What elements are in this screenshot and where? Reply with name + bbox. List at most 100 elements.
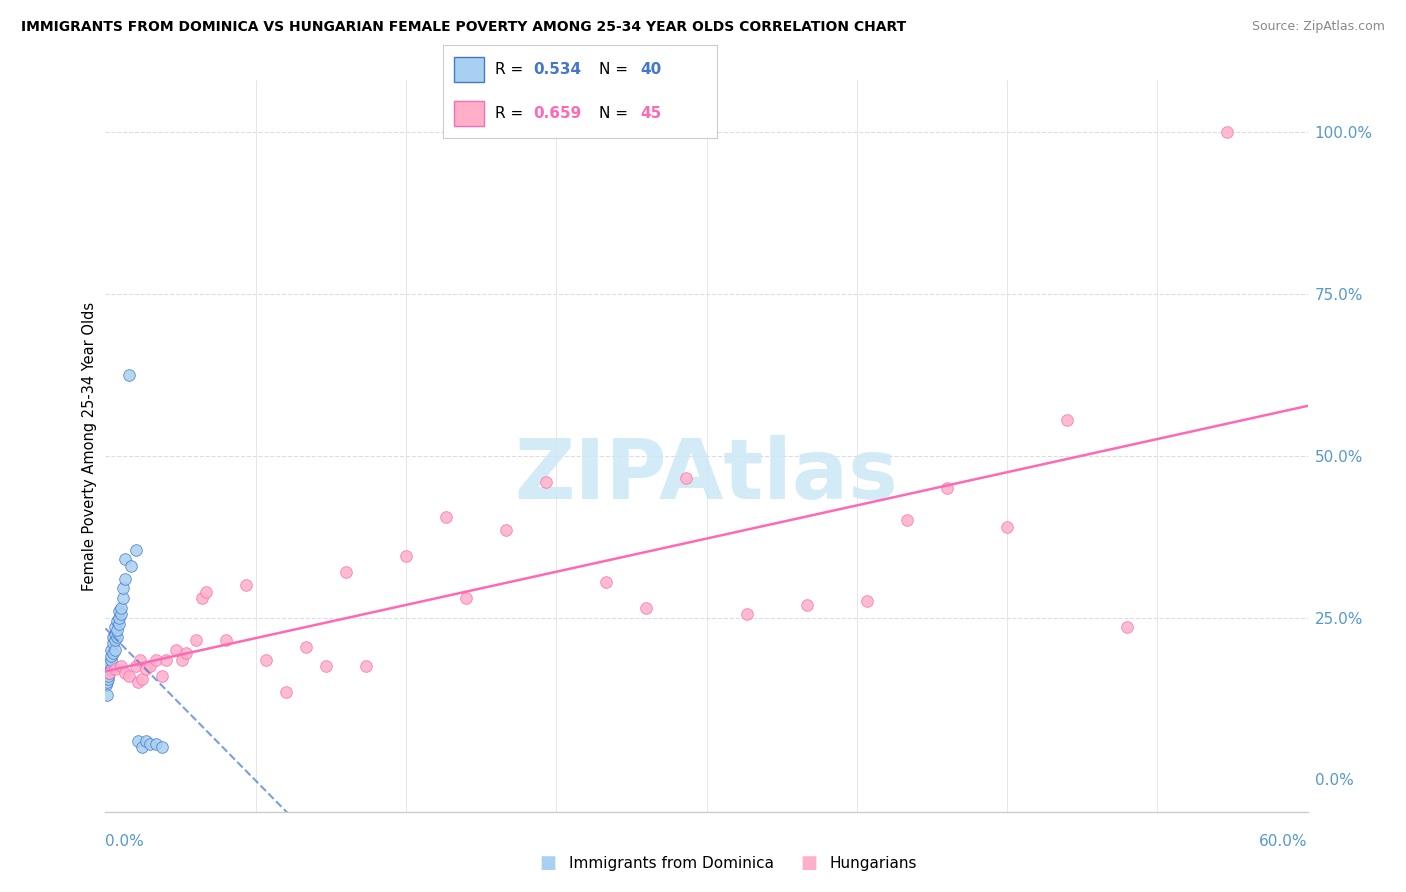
- Point: [104, 662, 127, 676]
- Point: [145, 652, 167, 666]
- Text: 0.0%: 0.0%: [105, 834, 145, 848]
- Point: [495, 523, 517, 537]
- Text: 60.0%: 60.0%: [1260, 834, 1308, 848]
- Point: [855, 594, 877, 608]
- Point: [103, 636, 125, 650]
- Point: [1116, 620, 1139, 634]
- Point: [104, 620, 127, 634]
- Point: [150, 739, 173, 754]
- Text: 40: 40: [640, 62, 662, 77]
- Point: [896, 513, 918, 527]
- Point: [354, 659, 377, 673]
- Point: [174, 646, 197, 660]
- Point: [118, 669, 141, 683]
- Point: [96, 688, 118, 702]
- Point: [127, 733, 149, 747]
- Point: [96, 675, 118, 690]
- Point: [100, 662, 122, 676]
- Point: [100, 649, 122, 664]
- Point: [295, 640, 318, 654]
- Point: [98, 665, 121, 680]
- Point: [104, 633, 127, 648]
- Point: [274, 685, 297, 699]
- Point: [118, 368, 141, 382]
- Point: [1056, 413, 1078, 427]
- Point: [107, 624, 129, 638]
- Text: 45: 45: [640, 106, 662, 121]
- Point: [254, 652, 277, 666]
- Point: [108, 604, 131, 618]
- Point: [98, 659, 121, 673]
- Point: [190, 591, 212, 606]
- Point: [165, 643, 187, 657]
- Point: [194, 584, 217, 599]
- Text: Hungarians: Hungarians: [830, 856, 917, 871]
- Point: [1216, 125, 1239, 139]
- Point: [114, 552, 136, 566]
- Point: [103, 646, 125, 660]
- Point: [675, 471, 697, 485]
- Point: [104, 643, 127, 657]
- Text: 0.534: 0.534: [533, 62, 582, 77]
- Point: [114, 665, 136, 680]
- Point: [108, 610, 131, 624]
- Point: [128, 652, 150, 666]
- Bar: [454, 101, 484, 126]
- Point: [108, 617, 131, 632]
- Point: [138, 737, 160, 751]
- Point: [135, 662, 157, 676]
- Point: [315, 659, 337, 673]
- Point: [107, 630, 129, 644]
- Point: [534, 475, 557, 489]
- Point: [155, 652, 177, 666]
- Bar: [454, 57, 484, 82]
- Point: [636, 600, 658, 615]
- Point: [110, 607, 132, 622]
- Text: N =: N =: [599, 62, 633, 77]
- Text: N =: N =: [599, 106, 633, 121]
- Point: [112, 582, 135, 596]
- Point: [100, 643, 122, 657]
- Point: [127, 675, 149, 690]
- Point: [145, 737, 167, 751]
- Point: [434, 510, 457, 524]
- Point: [235, 578, 257, 592]
- Text: Immigrants from Dominica: Immigrants from Dominica: [569, 856, 775, 871]
- Point: [110, 659, 132, 673]
- Point: [114, 572, 136, 586]
- Point: [595, 574, 617, 589]
- Point: [735, 607, 758, 622]
- Point: [454, 591, 477, 606]
- Point: [995, 520, 1018, 534]
- Point: [112, 591, 135, 606]
- Text: Source: ZipAtlas.com: Source: ZipAtlas.com: [1251, 20, 1385, 33]
- Point: [124, 659, 146, 673]
- Text: 0.659: 0.659: [533, 106, 582, 121]
- Point: [131, 739, 153, 754]
- Point: [103, 630, 125, 644]
- Point: [100, 652, 122, 666]
- Point: [107, 614, 129, 628]
- Text: IMMIGRANTS FROM DOMINICA VS HUNGARIAN FEMALE POVERTY AMONG 25-34 YEAR OLDS CORRE: IMMIGRANTS FROM DOMINICA VS HUNGARIAN FE…: [21, 20, 907, 34]
- Point: [98, 656, 121, 670]
- Point: [395, 549, 418, 563]
- Y-axis label: Female Poverty Among 25-34 Year Olds: Female Poverty Among 25-34 Year Olds: [82, 301, 97, 591]
- Point: [104, 626, 127, 640]
- Point: [121, 558, 143, 573]
- Point: [214, 633, 236, 648]
- Point: [170, 652, 193, 666]
- Point: [184, 633, 207, 648]
- Point: [124, 542, 146, 557]
- Point: [97, 669, 120, 683]
- Point: [97, 672, 120, 686]
- Point: [98, 665, 121, 680]
- Text: R =: R =: [495, 106, 529, 121]
- Point: [150, 669, 173, 683]
- Point: [936, 481, 959, 495]
- Point: [796, 598, 818, 612]
- Text: ZIPAtlas: ZIPAtlas: [515, 434, 898, 516]
- Point: [131, 672, 153, 686]
- Point: [335, 566, 357, 580]
- Point: [96, 678, 118, 692]
- Text: ■: ■: [800, 855, 817, 872]
